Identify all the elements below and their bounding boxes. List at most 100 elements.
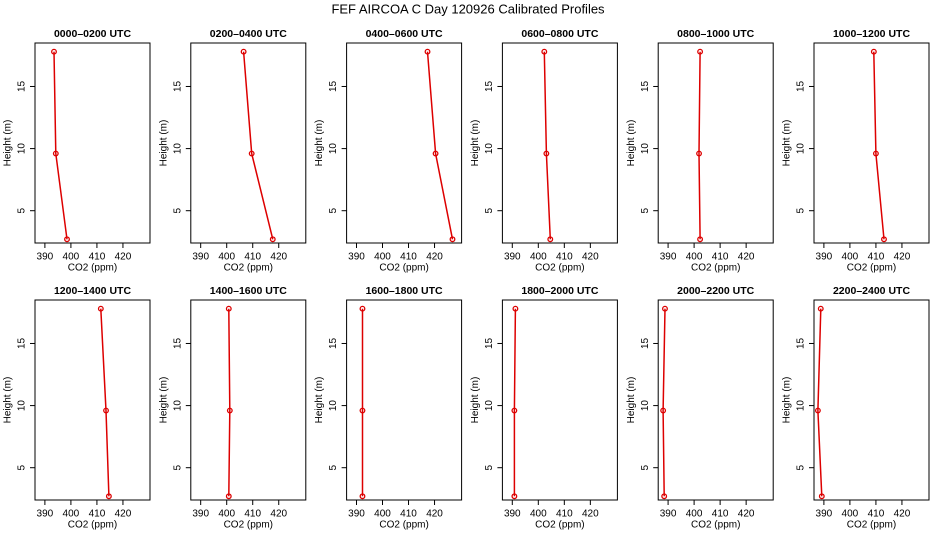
y-tick-label: 5 bbox=[17, 464, 28, 470]
y-tick-label: 5 bbox=[796, 464, 807, 470]
y-tick-label: 15 bbox=[640, 337, 651, 349]
y-axis-label: Height (m) bbox=[314, 377, 325, 424]
profile-point bbox=[817, 305, 824, 312]
profile-point bbox=[226, 407, 233, 414]
y-axis-label: Height (m) bbox=[626, 120, 637, 167]
x-tick-label: 420 bbox=[426, 252, 443, 263]
x-axis-label: CO2 (ppm) bbox=[68, 520, 117, 531]
y-tick-label: 5 bbox=[172, 464, 183, 470]
profile-line bbox=[662, 308, 666, 497]
y-tick-label: 5 bbox=[328, 207, 339, 213]
profile-point bbox=[511, 493, 518, 500]
x-axis-label: CO2 (ppm) bbox=[691, 520, 740, 531]
profile-point bbox=[64, 236, 70, 243]
y-tick-label: 5 bbox=[640, 207, 651, 213]
panel-title: 2000–2200 UTC bbox=[677, 285, 754, 297]
x-axis-label: CO2 (ppm) bbox=[224, 520, 273, 531]
profile-line bbox=[242, 51, 274, 240]
x-tick-label: 400 bbox=[218, 252, 235, 263]
profile-point bbox=[696, 150, 702, 157]
x-tick-label: 390 bbox=[660, 252, 677, 263]
profile-point bbox=[359, 493, 366, 500]
profile-line bbox=[100, 308, 110, 497]
x-tick-label: 390 bbox=[37, 252, 54, 263]
y-tick-label: 15 bbox=[328, 80, 339, 92]
profile-point bbox=[872, 150, 879, 157]
y-tick-label: 15 bbox=[796, 80, 807, 92]
y-tick-label: 15 bbox=[17, 337, 28, 349]
profile-line bbox=[698, 51, 701, 240]
profile-point bbox=[870, 48, 877, 55]
plot-frame bbox=[501, 42, 618, 244]
x-tick-label: 410 bbox=[244, 509, 261, 520]
y-tick-label: 5 bbox=[172, 207, 183, 213]
x-tick-label: 390 bbox=[504, 252, 521, 263]
plot-frame bbox=[34, 299, 151, 501]
profile-point bbox=[105, 493, 112, 500]
profile-point bbox=[660, 407, 667, 414]
profile-point bbox=[661, 493, 668, 500]
y-tick-label: 10 bbox=[640, 400, 651, 412]
panel-title: 1800–2000 UTC bbox=[521, 285, 598, 297]
y-axis-label: Height (m) bbox=[314, 120, 325, 167]
profile-point bbox=[103, 407, 109, 414]
profile-point bbox=[449, 236, 456, 243]
page-title: FEF AIRCOA C Day 120926 Calibrated Profi… bbox=[331, 1, 605, 16]
panel-title: 1000–1200 UTC bbox=[833, 28, 910, 40]
profile-line bbox=[817, 308, 823, 497]
x-tick-label: 420 bbox=[738, 252, 755, 263]
profile-point bbox=[225, 493, 232, 500]
y-tick-label: 10 bbox=[328, 400, 339, 412]
x-tick-label: 400 bbox=[530, 509, 547, 520]
x-axis-label: CO2 (ppm) bbox=[68, 263, 117, 274]
y-axis-label: Height (m) bbox=[3, 377, 14, 424]
x-tick-label: 400 bbox=[842, 252, 859, 263]
y-axis-label: Height (m) bbox=[158, 377, 169, 424]
profile-point bbox=[248, 150, 255, 157]
panel-title: 0800–1000 UTC bbox=[677, 28, 754, 40]
plot-frame bbox=[657, 42, 774, 244]
y-tick-label: 10 bbox=[172, 400, 183, 412]
profile-point bbox=[52, 150, 59, 157]
x-tick-label: 420 bbox=[894, 252, 911, 263]
x-tick-label: 410 bbox=[400, 509, 417, 520]
x-axis-label: CO2 (ppm) bbox=[379, 263, 428, 274]
y-tick-label: 15 bbox=[172, 80, 183, 92]
x-axis-label: CO2 (ppm) bbox=[691, 263, 740, 274]
x-tick-label: 410 bbox=[89, 509, 106, 520]
y-tick-label: 5 bbox=[328, 464, 339, 470]
profile-point bbox=[97, 305, 104, 312]
x-tick-label: 400 bbox=[63, 509, 80, 520]
profile-point bbox=[512, 305, 519, 312]
y-tick-label: 15 bbox=[328, 337, 339, 349]
y-tick-label: 15 bbox=[484, 80, 495, 92]
x-tick-label: 420 bbox=[894, 509, 911, 520]
y-tick-label: 15 bbox=[640, 80, 651, 92]
profile-point bbox=[240, 48, 247, 55]
profile-point bbox=[881, 236, 887, 243]
y-tick-label: 15 bbox=[172, 337, 183, 349]
profile-point bbox=[541, 48, 548, 55]
profile-point bbox=[814, 407, 821, 414]
plot-frame bbox=[346, 299, 463, 501]
panel-title: 2200–2400 UTC bbox=[833, 285, 910, 297]
x-tick-label: 410 bbox=[400, 252, 417, 263]
y-tick-label: 15 bbox=[796, 337, 807, 349]
x-tick-label: 400 bbox=[686, 252, 703, 263]
profile-point bbox=[543, 150, 550, 157]
y-tick-label: 10 bbox=[796, 400, 807, 412]
panel-title: 1600–1800 UTC bbox=[366, 285, 443, 297]
plot-frame bbox=[813, 299, 930, 501]
y-tick-label: 5 bbox=[17, 207, 28, 213]
y-axis-label: Height (m) bbox=[626, 377, 637, 424]
y-tick-label: 10 bbox=[640, 143, 651, 155]
y-tick-label: 10 bbox=[328, 143, 339, 155]
profile-point bbox=[359, 407, 366, 414]
x-tick-label: 410 bbox=[244, 252, 261, 263]
x-tick-label: 420 bbox=[738, 509, 755, 520]
plot-frame bbox=[657, 299, 774, 501]
profile-line bbox=[513, 308, 517, 497]
x-axis-label: CO2 (ppm) bbox=[847, 520, 896, 531]
x-tick-label: 390 bbox=[660, 509, 677, 520]
